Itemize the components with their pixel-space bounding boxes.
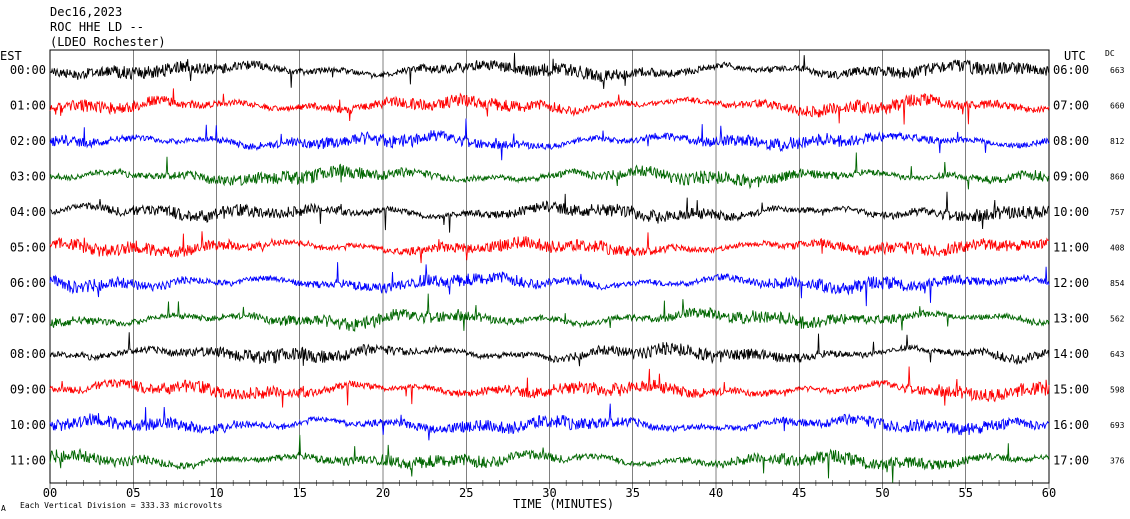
trace-0400 xyxy=(49,191,1050,233)
est-label: 02:00 xyxy=(10,134,46,148)
est-label: 07:00 xyxy=(10,312,46,326)
corner-mark: A xyxy=(1,504,6,513)
dc-value: 643 xyxy=(1110,350,1125,359)
x-tick-label: 50 xyxy=(875,486,889,500)
dc-value: 562 xyxy=(1110,315,1125,324)
est-label: 06:00 xyxy=(10,276,46,290)
est-label: 10:00 xyxy=(10,418,46,432)
trace-0700 xyxy=(49,293,1050,333)
dc-value: 757 xyxy=(1110,208,1125,217)
x-axis-label: TIME (MINUTES) xyxy=(513,497,614,511)
trace-0000 xyxy=(49,52,1050,89)
seismic-traces xyxy=(49,52,1050,483)
utc-label: 12:00 xyxy=(1053,276,1089,290)
x-tick-label: 60 xyxy=(1042,486,1056,500)
trace-0100 xyxy=(49,88,1050,125)
utc-label: 09:00 xyxy=(1053,170,1089,184)
header-date: Dec16,2023 xyxy=(50,5,122,19)
est-label: 00:00 xyxy=(10,63,46,77)
trace-1000 xyxy=(49,403,1050,441)
dc-value: 693 xyxy=(1110,421,1125,430)
left-axis-title: EST xyxy=(0,49,22,63)
trace-0900 xyxy=(49,366,1050,408)
est-label: 05:00 xyxy=(10,241,46,255)
trace-0800 xyxy=(49,332,1050,367)
utc-label: 07:00 xyxy=(1053,99,1089,113)
utc-label: 17:00 xyxy=(1053,454,1089,468)
utc-label: 13:00 xyxy=(1053,312,1089,326)
x-tick-label: 35 xyxy=(626,486,640,500)
dc-value: 812 xyxy=(1110,137,1125,146)
utc-label: 11:00 xyxy=(1053,241,1089,255)
est-label: 01:00 xyxy=(10,99,46,113)
est-label: 09:00 xyxy=(10,383,46,397)
est-label: 11:00 xyxy=(10,454,46,468)
est-label: 04:00 xyxy=(10,205,46,219)
dc-value: 660 xyxy=(1110,102,1125,111)
dc-value: 376 xyxy=(1110,457,1125,466)
x-tick-label: 20 xyxy=(376,486,390,500)
x-tick-label: 00 xyxy=(43,486,57,500)
header-network: (LDEO Rochester) xyxy=(50,35,166,49)
x-tick-label: 30 xyxy=(542,486,556,500)
trace-0300 xyxy=(49,152,1050,190)
utc-label: 10:00 xyxy=(1053,205,1089,219)
est-label: 08:00 xyxy=(10,347,46,361)
trace-0500 xyxy=(49,231,1050,264)
x-tick-label: 55 xyxy=(959,486,973,500)
x-tick-label: 45 xyxy=(792,486,806,500)
header-station: ROC HHE LD -- xyxy=(50,20,144,34)
x-tick-label: 10 xyxy=(209,486,223,500)
x-tick-label: 15 xyxy=(293,486,307,500)
x-tick-label: 25 xyxy=(459,486,473,500)
dc-value: 598 xyxy=(1110,386,1125,395)
trace-1100 xyxy=(49,434,1050,483)
right-axis-title: UTC xyxy=(1064,49,1086,63)
scale-note: Each Vertical Division = 333.33 microvol… xyxy=(20,501,222,510)
dc-value: 860 xyxy=(1110,173,1125,182)
utc-label: 14:00 xyxy=(1053,347,1089,361)
dc-value: 854 xyxy=(1110,279,1125,288)
dc-value: 663 xyxy=(1110,66,1125,75)
est-label: 03:00 xyxy=(10,170,46,184)
dc-title: DC xyxy=(1105,49,1115,58)
x-tick-label: 40 xyxy=(709,486,723,500)
trace-0200 xyxy=(49,118,1050,161)
dc-value: 408 xyxy=(1110,244,1125,253)
utc-label: 16:00 xyxy=(1053,418,1089,432)
utc-label: 15:00 xyxy=(1053,383,1089,397)
utc-label: 08:00 xyxy=(1053,134,1089,148)
row-labels: 00:00 06:00 663 01:00 07:00 660 02:00 08:00 812 0… xyxy=(10,63,1125,468)
utc-label: 06:00 xyxy=(1053,63,1089,77)
x-tick-label: 05 xyxy=(126,486,140,500)
trace-0600 xyxy=(49,262,1050,307)
x-tick-labels: 00 05 10 15 20 25 30 35 40 45 50 55 60 xyxy=(43,486,1056,500)
